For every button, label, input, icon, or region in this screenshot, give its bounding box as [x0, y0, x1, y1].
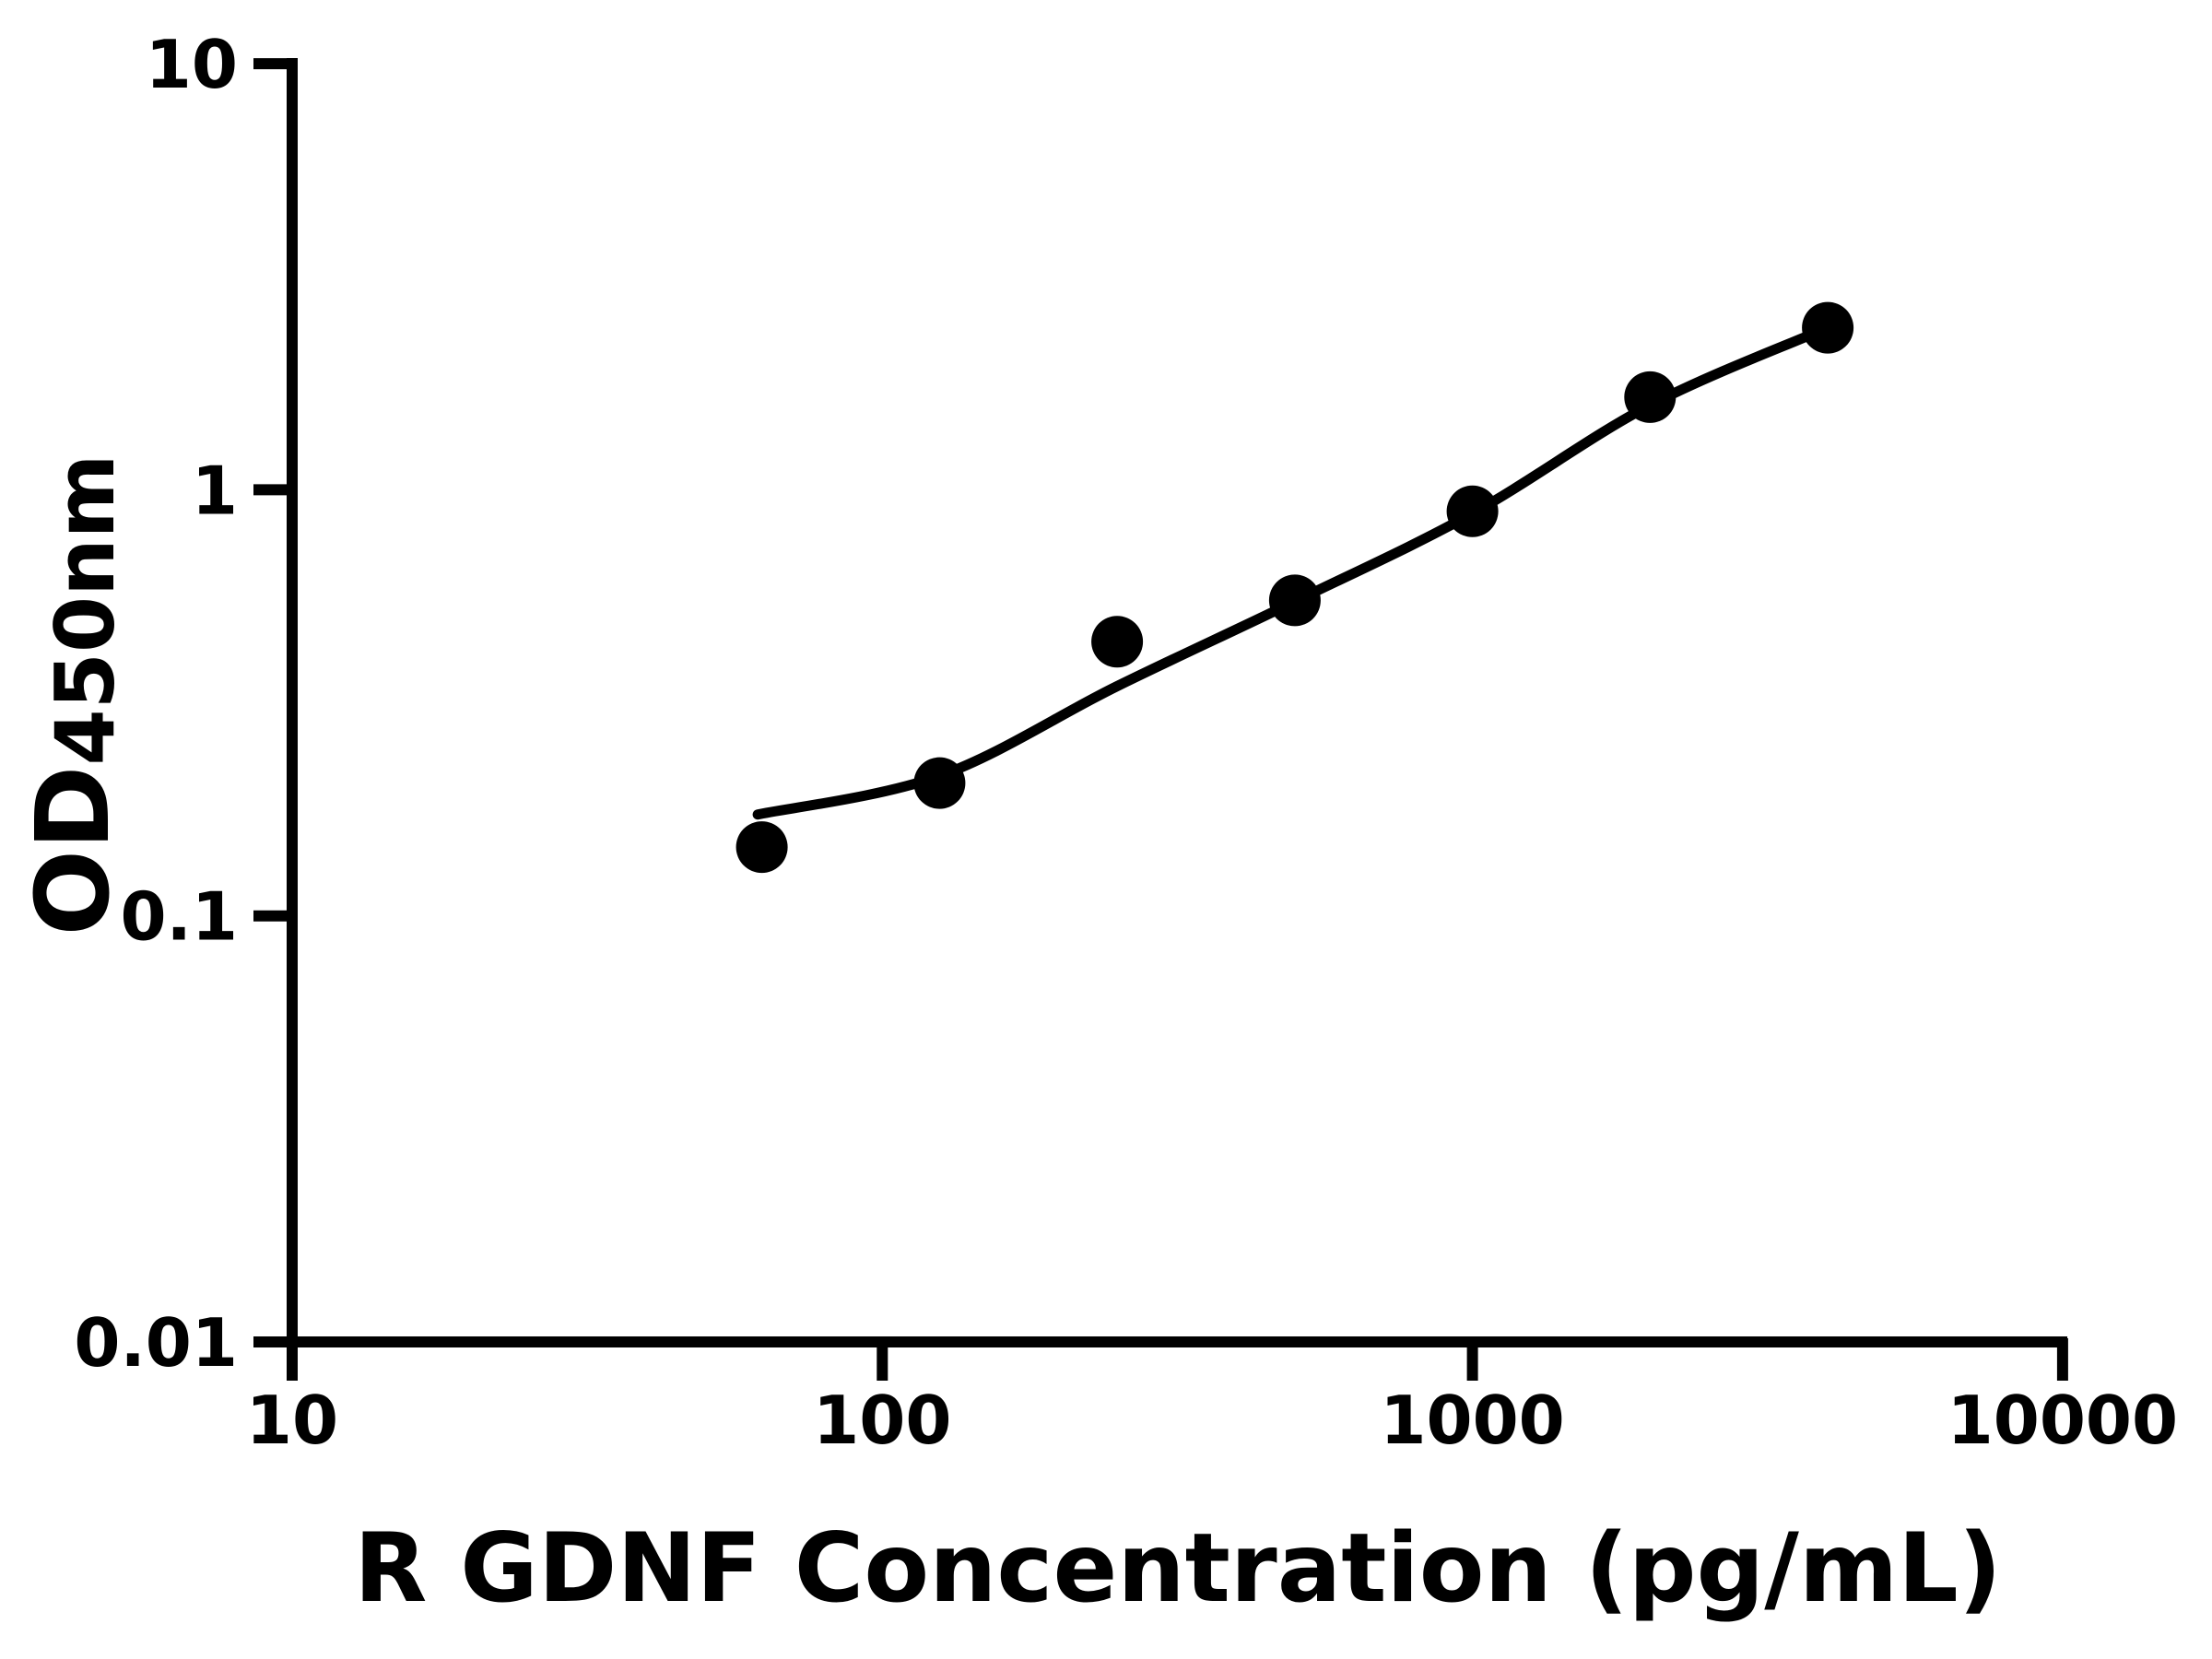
x-axis-title: R GDNF Concentration (pg/mL) [354, 1513, 2002, 1624]
y-axis-title: OD450nm [14, 454, 133, 936]
data-point [1624, 371, 1677, 423]
data-point [913, 757, 966, 809]
data-point [1802, 301, 1854, 354]
y-axis-title-sub: 450nm [38, 454, 133, 766]
y-tick-label: 0.01 [74, 1304, 238, 1382]
data-point [735, 821, 788, 874]
data-point [1446, 485, 1499, 537]
x-tick-label: 100 [813, 1382, 951, 1459]
x-tick-label: 1000 [1380, 1382, 1564, 1459]
y-tick-label: 10 [146, 26, 238, 103]
y-axis-title-main: OD [14, 766, 132, 936]
y-tick-label: 1 [192, 452, 238, 529]
data-point [1091, 616, 1144, 668]
y-tick-label: 0.1 [120, 878, 238, 956]
x-tick-label: 10000 [1947, 1382, 2179, 1459]
x-tick-label: 10 [246, 1382, 338, 1459]
data-point [1268, 574, 1321, 627]
